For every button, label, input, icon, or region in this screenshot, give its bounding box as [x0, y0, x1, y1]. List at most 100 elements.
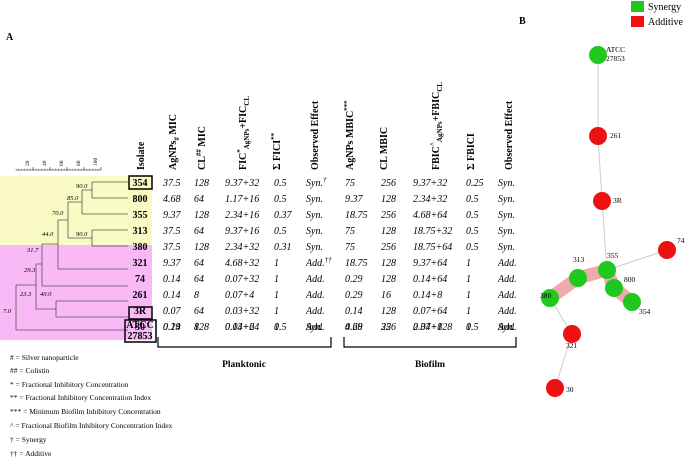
cell-observed-effect-planktonic: Syn. [306, 226, 323, 237]
cell-fic: 0.14+64 [225, 322, 259, 333]
footnote: ## = Colistin [10, 366, 49, 375]
table-row: 30 0.29 128 0.14+64 1 Add. 4.68 256 2.34+128 1 Add… [135, 322, 517, 333]
bootstrap-label: 44.0 [42, 231, 54, 238]
table-row: 261 0.14 8 0.07+4 1 Add. 0.29 16 0.14+8 1 Add. [133, 290, 517, 301]
network-node [623, 293, 641, 311]
cell-isolate: 800 [133, 194, 148, 205]
cell-cl-mic: 64 [194, 194, 204, 205]
scale-label-80: 80 [76, 160, 82, 166]
network-node [589, 127, 607, 145]
cell-isolate: 261 [133, 290, 148, 301]
cell-cl-mbic: 256 [381, 210, 396, 221]
header-agnps-mbic: AgNPs MBIC*** [343, 100, 356, 170]
group-brackets [157, 337, 517, 348]
network-node [589, 46, 607, 64]
cell-sum-fici: 0.5 [274, 322, 287, 333]
cell-observed-effect-biofilm: Syn. [498, 226, 515, 237]
cell-sum-fici: 1 [274, 258, 279, 269]
network-legend: Synergy Additive [631, 1, 684, 28]
network-node-label: 30 [566, 385, 574, 394]
cell-sum-fbici: 0.5 [466, 226, 479, 237]
cell-sum-fbici: 0.5 [466, 242, 479, 253]
cell-fic: 2.34+16 [225, 210, 259, 221]
legend-synergy-swatch [631, 1, 644, 12]
cell-agnps-mbic: 0.14 [345, 306, 363, 317]
cell-agnps-mbic: 0.29 [345, 274, 363, 285]
header-observed-effect-biofilm: Observed Effect [504, 100, 515, 170]
legend-additive-swatch [631, 16, 644, 27]
cell-sum-fbici: 0.5 [466, 210, 479, 221]
cell-agnps-mbic: 0.29 [345, 322, 363, 333]
header-cl-mbic: CL MBIC [379, 127, 390, 170]
cell-fic: 2.34+32 [225, 242, 259, 253]
cell-agnps-mic: 9.37 [163, 210, 182, 221]
cell-cl-mic: 128 [194, 242, 209, 253]
panel-a-label: A [6, 32, 14, 43]
bootstrap-label: 29.3 [24, 267, 36, 274]
cell-cl-mic: 64 [194, 306, 204, 317]
effect-marker: †† [325, 256, 333, 264]
cell-cl-mic: 128 [194, 322, 209, 333]
cell-cl-mic: 128 [194, 210, 209, 221]
cell-cl-mic: 8 [194, 290, 199, 301]
network-edge [606, 249, 668, 271]
cell-fbic: 0.07+8 [413, 322, 442, 333]
cell-fbic: 0.14+8 [413, 290, 442, 301]
cell-observed-effect-biofilm: Add. [497, 258, 517, 269]
network-node [605, 279, 623, 297]
bootstrap-label: 90.0 [76, 231, 88, 238]
effect-marker: † [323, 176, 327, 184]
cell-isolate: 355 [133, 210, 148, 221]
cell-sum-fici: 1 [274, 290, 279, 301]
header-observed-effect-planktonic: Observed Effect [310, 100, 321, 170]
table-row: 355 9.37 128 2.34+16 0.37 Syn. 18.75 256 4.68+64… [133, 210, 515, 221]
network-edge [601, 200, 608, 271]
cell-cl-mbic: 128 [381, 258, 396, 269]
cell-isolate: 30 [135, 322, 145, 333]
bootstrap-label: 7.0 [3, 308, 12, 315]
table-row: 800 4.68 64 1.17+16 0.5 Syn. 9.37 128 2.34+32 0.5… [133, 194, 515, 205]
cell-fbic: 18.75+32 [413, 226, 452, 237]
legend-additive-label: Additive [648, 17, 684, 28]
cell-fic: 9.37+32 [225, 178, 259, 189]
cell-sum-fbici: 1 [466, 290, 471, 301]
cell-cl-mbic: 16 [381, 290, 391, 301]
footnote: # = Silver nanoparticle [10, 353, 79, 362]
cell-sum-fbici: 0.25 [466, 178, 484, 189]
cell-sum-fici: 1 [274, 306, 279, 317]
footnote: † = Synergy [10, 435, 47, 444]
cell-sum-fbici: 1 [466, 306, 471, 317]
table-headers: Isolate AgNPs# MIC CL## MIC FIC*AgNPs+FI… [136, 82, 515, 170]
network-node-label: ATCC [606, 45, 625, 54]
cell-observed-effect-planktonic: Syn. [306, 242, 323, 253]
network-node-label: 380 [540, 291, 552, 300]
cell-cl-mbic: 128 [381, 306, 396, 317]
cell-observed-effect-biofilm: Syn. [498, 194, 515, 205]
cell-observed-effect-biofilm: Syn. [498, 178, 515, 189]
network-node-label: 321 [566, 341, 578, 350]
isolate-box-30 [128, 306, 153, 320]
cell-observed-effect-planktonic: Syn. [306, 194, 323, 205]
cell-observed-effect-planktonic: Add. [305, 274, 325, 285]
network-node-label: 3R [613, 196, 622, 205]
cell-observed-effect-biofilm: Syn. [498, 322, 515, 333]
cell-sum-fbici: 1 [466, 258, 471, 269]
scale-label-60: 60 [59, 160, 65, 166]
cell-observed-effect-planktonic: Add.†† [305, 256, 332, 269]
table-row: 74 0.14 64 0.07+32 1 Add. 0.29 128 0.14+64 1 Add. [135, 274, 517, 285]
cell-fbic: 0.07+64 [413, 306, 447, 317]
cell-observed-effect-biofilm: Add. [497, 290, 517, 301]
cell-sum-fbici: 0.5 [466, 322, 479, 333]
network-node [563, 325, 581, 343]
cell-observed-effect-biofilm: Syn. [498, 242, 515, 253]
cell-observed-effect-biofilm: Add. [497, 274, 517, 285]
cell-cl-mic: 64 [194, 258, 204, 269]
cell-fbic: 9.37+32 [413, 178, 447, 189]
cell-agnps-mic: 9.37 [163, 258, 182, 269]
cell-agnps-mic: 0.14 [163, 274, 181, 285]
cell-agnps-mic: 4.68 [163, 194, 181, 205]
table-row: 321 9.37 64 4.68+32 1 Add.†† 18.75 128 9.37+64 1 A… [133, 256, 517, 269]
